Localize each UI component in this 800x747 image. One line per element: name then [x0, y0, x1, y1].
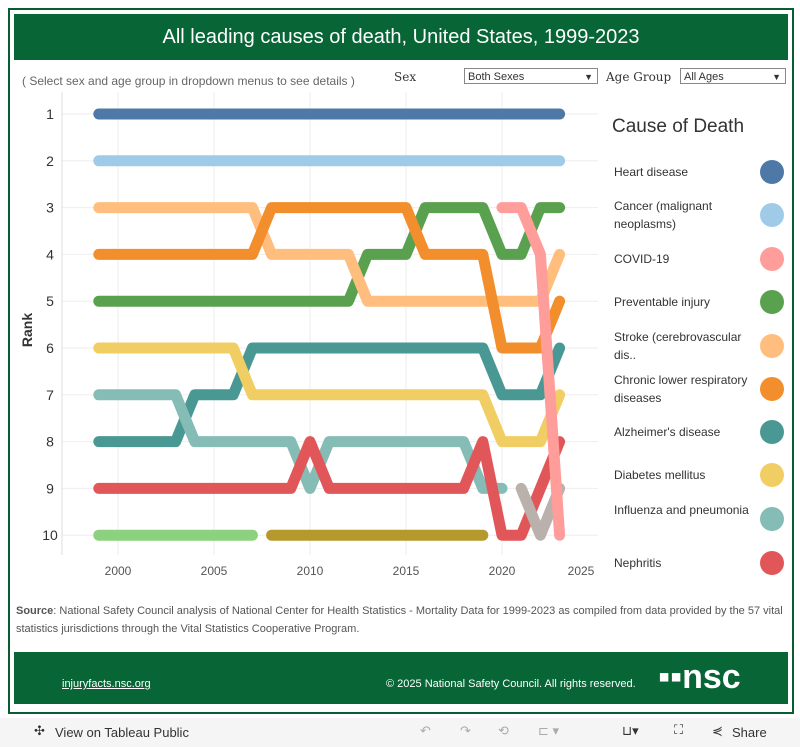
y-axis-label: Rank [19, 313, 35, 347]
undo-icon[interactable]: ↶ [420, 723, 431, 738]
source-label: Source [16, 605, 54, 617]
legend-label: Stroke (cerebrovascular dis.. [614, 330, 742, 362]
source-text: : National Safety Council analysis of Na… [16, 605, 783, 635]
legend-item[interactable]: Preventable injury [614, 290, 786, 314]
legend-label: Influenza and pneumonia [614, 503, 749, 517]
legend-label: Heart disease [614, 165, 689, 179]
legend-label: Nephritis [614, 556, 662, 570]
redo-icon[interactable]: ↷ [460, 723, 471, 738]
legend-swatch [760, 377, 784, 401]
legend-swatch [760, 160, 784, 184]
dropdown-arrow-icon: ▼ [584, 72, 593, 82]
nsc-logo: ▪▪nsc [658, 658, 741, 696]
y-tick-label: 4 [46, 246, 54, 262]
x-tick-label: 2000 [105, 564, 132, 578]
x-tick-label: 2020 [489, 564, 516, 578]
legend-swatch [760, 290, 784, 314]
legend-item[interactable]: Cancer (malignant neoplasms) [614, 197, 786, 233]
y-tick-label: 3 [46, 200, 54, 216]
tableau-toolbar: ✣ View on Tableau Public ↶ ↷ ⟲ ⊏ ▾ ⊔▾ ⛶ … [0, 718, 800, 747]
series-line [93, 342, 566, 448]
legend-swatch [760, 334, 784, 358]
y-tick-label: 10 [42, 527, 58, 543]
legend-item[interactable]: Influenza and pneumonia [614, 501, 786, 531]
legend-label: Preventable injury [614, 295, 711, 309]
refresh-icon[interactable]: ⊏ ▾ [538, 723, 560, 738]
legend-label: COVID-19 [614, 252, 670, 266]
sex-dropdown[interactable]: Both Sexes ▼ [464, 68, 598, 84]
fullscreen-icon[interactable]: ⛶ [674, 722, 684, 737]
sex-label: Sex [394, 70, 417, 84]
y-tick-label: 7 [46, 387, 54, 403]
legend-item[interactable]: Heart disease [614, 160, 786, 184]
legend-item[interactable]: COVID-19 [614, 247, 786, 271]
dropdown-arrow-icon: ▼ [772, 72, 781, 82]
x-tick-label: 2025 [568, 564, 595, 578]
instruction-text: ( Select sex and age group in dropdown m… [22, 74, 355, 88]
x-tick-label: 2015 [393, 564, 420, 578]
y-tick-label: 1 [46, 106, 54, 122]
source-note: Source: National Safety Council analysis… [16, 602, 786, 638]
series-line [93, 389, 508, 494]
legend-item[interactable]: Stroke (cerebrovascular dis.. [614, 328, 786, 364]
y-tick-label: 9 [46, 480, 54, 496]
share-button[interactable]: Share [732, 725, 767, 740]
revert-icon[interactable]: ⟲ [498, 723, 509, 738]
x-tick-label: 2010 [297, 564, 324, 578]
download-icon[interactable]: ⊔▾ [622, 723, 639, 738]
legend-swatch [760, 507, 784, 531]
series-line [496, 202, 566, 541]
legend-swatch [760, 247, 784, 271]
age-group-label: Age Group [606, 70, 672, 84]
legend-swatch [760, 420, 784, 444]
legend-swatch [760, 551, 784, 575]
y-tick-label: 5 [46, 293, 54, 309]
y-tick-label: 2 [46, 153, 54, 169]
legend-swatch [760, 463, 784, 487]
y-tick-label: 6 [46, 340, 54, 356]
legend-label: Diabetes mellitus [614, 468, 706, 482]
dashboard-frame: All leading causes of death, United Stat… [8, 8, 794, 714]
age-group-dropdown[interactable]: All Ages ▼ [680, 68, 786, 84]
copyright-text: © 2025 National Safety Council. All righ… [386, 678, 636, 690]
footer-banner: injuryfacts.nsc.org © 2025 National Safe… [14, 652, 788, 704]
legend-item[interactable]: Chronic lower respiratory diseases [614, 371, 786, 407]
legend-item[interactable]: Alzheimer's disease [614, 420, 786, 444]
legend-item[interactable]: Nephritis [614, 551, 786, 575]
series-line [93, 202, 566, 354]
legend-item[interactable]: Diabetes mellitus [614, 463, 786, 487]
dashboard-title: All leading causes of death, United Stat… [14, 14, 788, 60]
tableau-icon: ✣ [34, 723, 45, 738]
legend-title: Cause of Death [612, 116, 745, 137]
y-tick-label: 8 [46, 434, 54, 450]
website-link[interactable]: injuryfacts.nsc.org [62, 678, 151, 690]
age-group-value: All Ages [684, 71, 724, 83]
legend-label: Cancer (malignant neoplasms) [614, 199, 713, 231]
x-tick-label: 2005 [201, 564, 228, 578]
view-on-tableau-link[interactable]: View on Tableau Public [55, 725, 189, 740]
sex-value: Both Sexes [468, 71, 525, 83]
series-line [93, 342, 566, 448]
legend-label: Chronic lower respiratory diseases [614, 373, 748, 405]
legend-swatch [760, 203, 784, 227]
share-icon[interactable]: ⋞ [712, 723, 723, 738]
legend-label: Alzheimer's disease [614, 425, 721, 439]
